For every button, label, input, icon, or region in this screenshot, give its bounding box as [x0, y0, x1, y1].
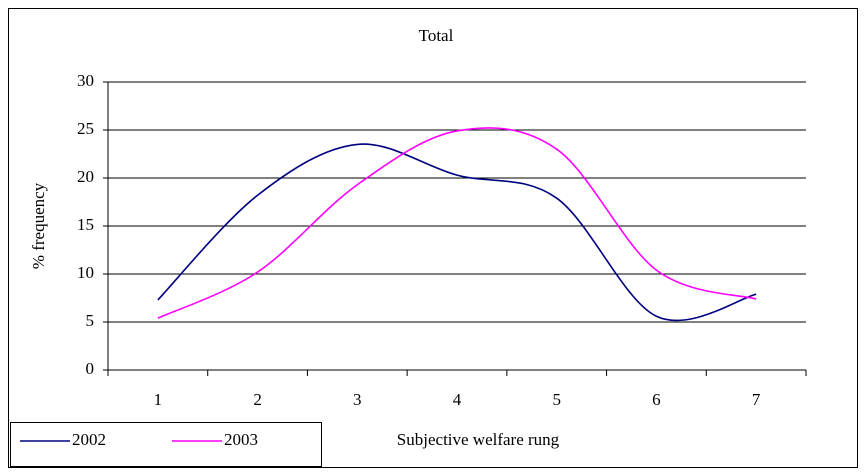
- legend-box: [10, 422, 322, 467]
- x-tick-label: 1: [154, 390, 163, 409]
- y-tick-label: 30: [77, 71, 94, 90]
- y-tick-label: 5: [86, 311, 95, 330]
- y-axis-label: % frequency: [29, 182, 48, 269]
- y-tick-label: 25: [77, 119, 94, 138]
- x-axis-label: Subjective welfare rung: [397, 430, 560, 449]
- x-tick-label: 2: [253, 390, 262, 409]
- legend-label: 2003: [224, 430, 258, 449]
- series-line: [157, 143, 757, 322]
- chart-frame: [8, 8, 858, 468]
- chart-title: Total: [419, 26, 454, 45]
- x-tick-label: 6: [652, 390, 661, 409]
- x-tick-label: 5: [552, 390, 561, 409]
- y-tick-label: 20: [77, 167, 94, 186]
- x-tick-label: 3: [353, 390, 362, 409]
- y-tick-label: 10: [77, 263, 94, 282]
- y-tick-label: 0: [86, 359, 95, 378]
- y-tick-label: 15: [77, 215, 94, 234]
- legend-label: 2002: [72, 430, 106, 449]
- x-tick-label: 4: [453, 390, 462, 409]
- series-line: [157, 127, 757, 319]
- x-tick-label: 7: [752, 390, 761, 409]
